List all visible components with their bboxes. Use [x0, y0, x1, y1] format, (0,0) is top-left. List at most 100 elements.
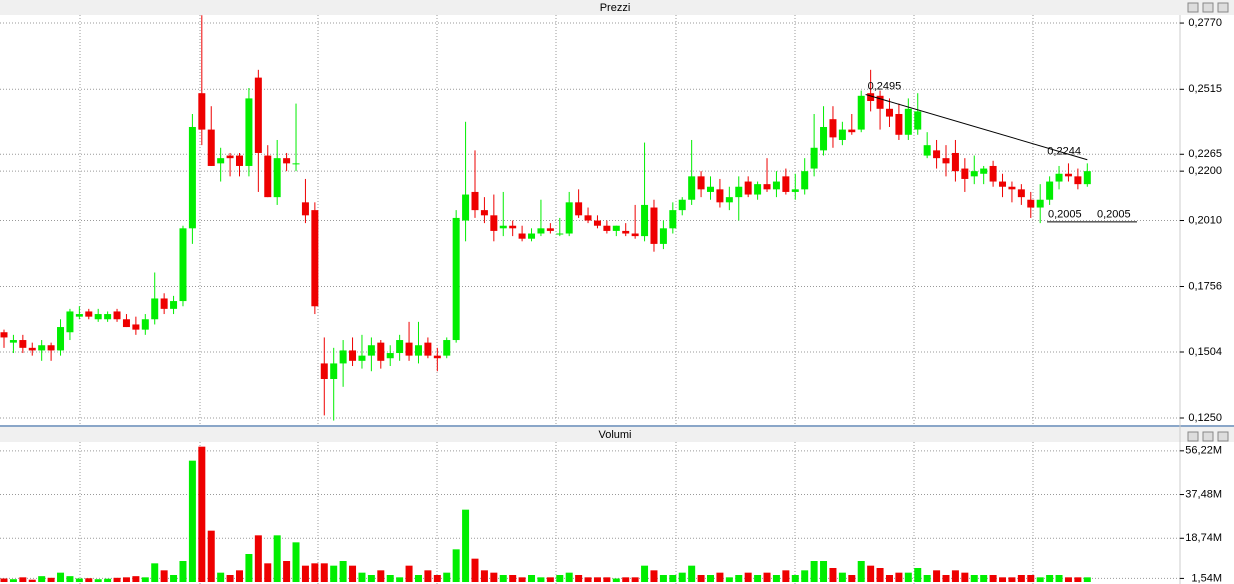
candle-body: [735, 186, 743, 198]
maximize-button[interactable]: [1202, 431, 1214, 442]
candle-body: [876, 95, 884, 109]
volume-bar: [433, 575, 441, 582]
candle-body: [358, 355, 366, 361]
volume-bar: [546, 577, 554, 582]
volume-bar: [1055, 575, 1063, 582]
volume-bar: [622, 577, 630, 582]
volume-bar: [236, 570, 243, 582]
candle-body: [207, 129, 215, 166]
volume-bar: [565, 572, 573, 582]
maximize-button[interactable]: [1202, 2, 1214, 13]
candle-body: [462, 194, 470, 221]
volume-bar: [28, 579, 36, 582]
volume-bar: [735, 575, 743, 582]
candle-body: [471, 191, 479, 211]
candle-body: [923, 145, 931, 156]
volume-bar: [801, 570, 809, 582]
candle-body: [688, 176, 696, 200]
candle-body: [697, 176, 705, 190]
candle-body: [528, 233, 536, 239]
candle-body: [339, 350, 347, 364]
volume-bar: [857, 561, 865, 582]
candle-body: [499, 225, 507, 229]
volume-bar: [980, 575, 988, 582]
volume-bar: [885, 575, 893, 582]
y-tick-label: 0,2515: [1188, 83, 1222, 95]
volume-bar: [94, 579, 102, 582]
volume-bar: [603, 577, 611, 582]
candle-body: [961, 168, 969, 179]
candle-body: [104, 314, 112, 320]
candle-body: [254, 77, 262, 153]
candle-body: [791, 189, 799, 192]
volume-bar: [528, 575, 536, 582]
candle-body: [217, 158, 225, 164]
candle-body: [650, 207, 658, 244]
volume-bar: [989, 575, 997, 582]
volume-bar: [820, 561, 828, 582]
candle-body: [424, 342, 432, 356]
volume-bar: [961, 572, 969, 582]
close-button[interactable]: [1217, 431, 1229, 442]
volume-bar: [509, 575, 517, 582]
volume-bar: [631, 577, 639, 582]
candle-body: [490, 215, 498, 231]
volume-bar: [772, 575, 780, 582]
window-buttons[interactable]: [1187, 2, 1229, 442]
volume-bar: [1083, 577, 1091, 582]
candle-body: [593, 220, 601, 226]
volume-bar: [763, 572, 771, 582]
volume-bar: [942, 575, 950, 582]
volume-bar: [75, 578, 83, 582]
candle-body: [829, 119, 837, 138]
volume-bar: [923, 575, 931, 582]
volume-bar: [424, 570, 432, 582]
candle-body: [669, 210, 677, 229]
candle-body: [622, 230, 630, 234]
candle-body: [38, 345, 46, 351]
candle-body: [867, 93, 875, 102]
volume-bar: [829, 568, 837, 582]
volume-bar: [188, 460, 196, 582]
volume-bar: [659, 575, 667, 582]
candle-body: [989, 165, 997, 182]
candle-body: [198, 93, 206, 130]
close-button[interactable]: [1217, 2, 1229, 13]
candle-body: [480, 210, 488, 216]
volume-bar: [273, 535, 281, 582]
candle-body: [349, 350, 357, 361]
volume-bar: [113, 577, 121, 582]
volume-bar: [396, 577, 404, 582]
volume-bar: [38, 576, 46, 582]
candle-body: [1074, 176, 1082, 185]
candle-body: [245, 98, 253, 166]
candle-body: [999, 181, 1007, 187]
candle-body: [603, 225, 611, 231]
minimize-button[interactable]: [1187, 2, 1199, 13]
volume-bar: [85, 578, 93, 582]
y-tick-label: 0,1756: [1188, 280, 1222, 292]
candle-body: [659, 228, 667, 244]
volume-bar: [377, 570, 385, 582]
volume-bar: [933, 570, 941, 582]
candle-body: [28, 347, 36, 351]
minimize-button[interactable]: [1187, 431, 1199, 442]
candle-body: [895, 113, 903, 135]
volume-bar: [405, 565, 413, 582]
candle-body: [273, 158, 281, 198]
candle-body: [19, 340, 27, 348]
volume-bar: [0, 578, 8, 582]
volume-bar: [970, 575, 978, 582]
candle-body: [292, 163, 300, 165]
candle-body: [1036, 199, 1044, 208]
candle-body: [1055, 173, 1063, 182]
volume-bar: [1036, 577, 1044, 582]
volume-bar: [810, 561, 818, 582]
volume-bar: [283, 561, 291, 582]
candle-body: [565, 202, 573, 234]
candle-body: [405, 342, 413, 356]
volume-header: [0, 427, 1234, 442]
volume-bar: [867, 565, 875, 582]
y-tick-label: 0,2770: [1188, 17, 1222, 29]
